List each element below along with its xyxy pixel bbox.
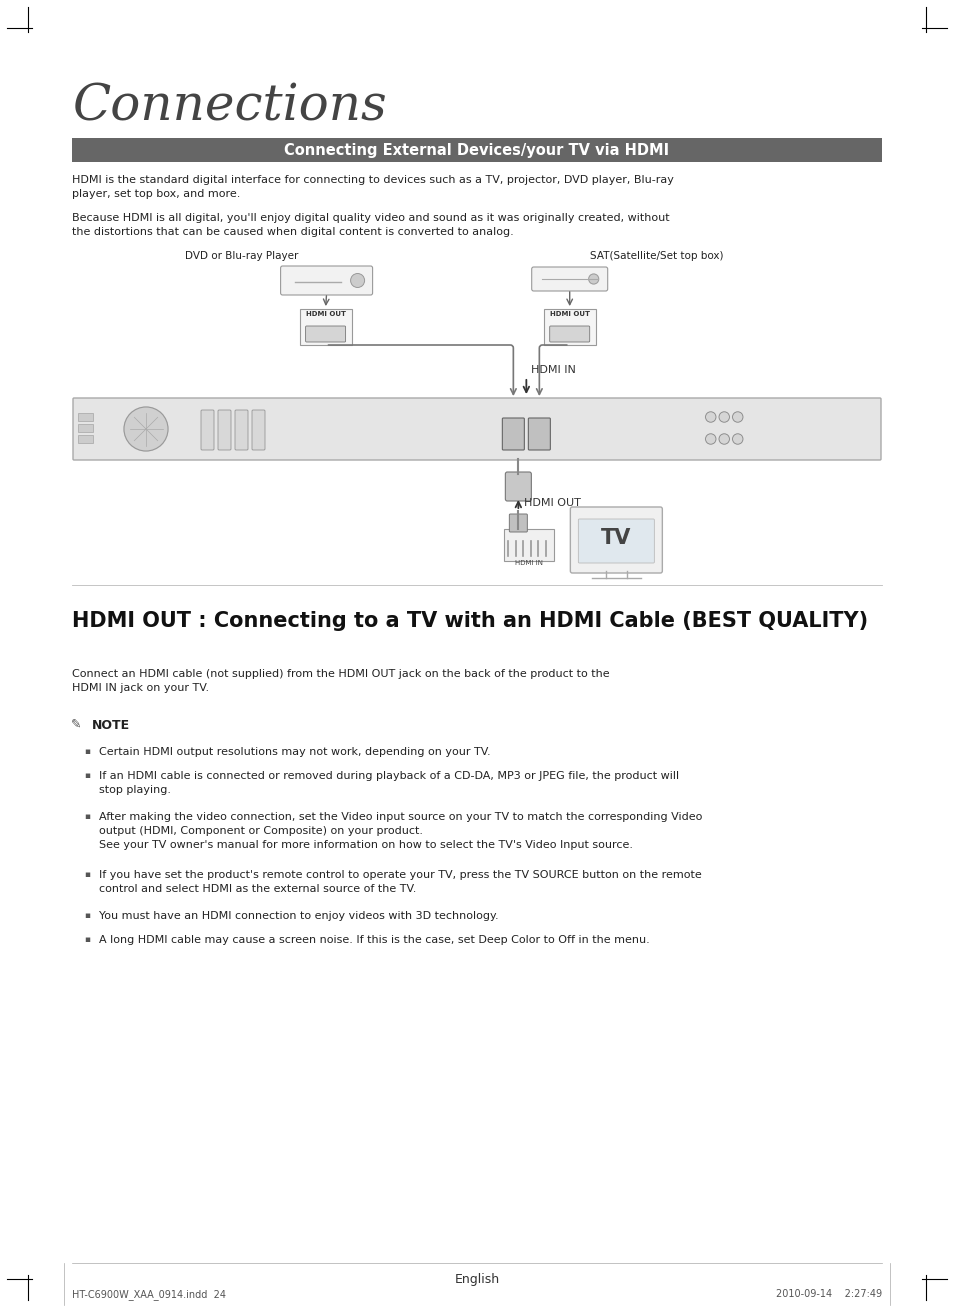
FancyBboxPatch shape [201,410,213,450]
Text: Connect an HDMI cable (not supplied) from the HDMI OUT jack on the back of the p: Connect an HDMI cable (not supplied) fro… [71,669,609,693]
Circle shape [705,434,715,444]
Text: ▪: ▪ [84,870,90,880]
Text: HDMI OUT: HDMI OUT [549,311,589,318]
Text: Connecting External Devices/your TV via HDMI: Connecting External Devices/your TV via … [284,142,669,158]
Bar [299,308,352,345]
Circle shape [719,412,729,422]
Text: HDMI IN: HDMI IN [515,559,543,566]
FancyBboxPatch shape [218,410,231,450]
Text: SAT(Satellite/Set top box): SAT(Satellite/Set top box) [590,251,723,261]
Text: Because HDMI is all digital, you'll enjoy digital quality video and sound as it : Because HDMI is all digital, you'll enjo… [71,213,669,237]
Bar [78,435,92,443]
Text: ▪: ▪ [84,748,90,755]
Text: Connections: Connections [71,82,386,132]
FancyBboxPatch shape [305,325,345,342]
Bar [71,139,882,162]
Circle shape [705,412,715,422]
Text: ✎: ✎ [71,718,81,731]
FancyBboxPatch shape [549,325,589,342]
FancyBboxPatch shape [505,472,531,501]
Circle shape [588,274,598,284]
Text: ▪: ▪ [84,911,90,920]
FancyBboxPatch shape [502,418,524,450]
Circle shape [124,406,168,451]
Text: English: English [454,1273,499,1286]
Bar [78,423,92,433]
FancyBboxPatch shape [73,399,880,460]
Circle shape [732,412,742,422]
Circle shape [351,273,364,288]
Text: HDMI IN: HDMI IN [531,365,576,375]
Text: If you have set the product's remote control to operate your TV, press the TV SO: If you have set the product's remote con… [99,870,701,894]
FancyBboxPatch shape [570,507,661,572]
Text: DVD or Blu-ray Player: DVD or Blu-ray Player [185,251,298,261]
Circle shape [732,434,742,444]
FancyBboxPatch shape [509,514,527,532]
Text: After making the video connection, set the Video input source on your TV to matc: After making the video connection, set t… [99,812,701,850]
Text: NOTE: NOTE [91,719,130,732]
Text: If an HDMI cable is connected or removed during playback of a CD-DA, MP3 or JPEG: If an HDMI cable is connected or removed… [99,771,679,795]
Text: HDMI OUT: HDMI OUT [524,498,580,508]
Bar [543,308,595,345]
Text: 2010-09-14    2:27:49: 2010-09-14 2:27:49 [775,1289,882,1299]
Bar [78,413,92,421]
Bar [504,529,554,561]
FancyBboxPatch shape [234,410,248,450]
FancyBboxPatch shape [280,267,373,295]
Text: HDMI is the standard digital interface for connecting to devices such as a TV, p: HDMI is the standard digital interface f… [71,175,673,199]
Text: Certain HDMI output resolutions may not work, depending on your TV.: Certain HDMI output resolutions may not … [99,748,490,757]
FancyBboxPatch shape [531,267,607,291]
FancyBboxPatch shape [528,418,550,450]
Text: HDMI OUT : Connecting to a TV with an HDMI Cable (BEST QUALITY): HDMI OUT : Connecting to a TV with an HD… [71,610,867,631]
Text: HT-C6900W_XAA_0914.indd  24: HT-C6900W_XAA_0914.indd 24 [71,1289,226,1300]
FancyBboxPatch shape [252,410,265,450]
Circle shape [719,434,729,444]
Text: ▪: ▪ [84,771,90,779]
Text: You must have an HDMI connection to enjoy videos with 3D technology.: You must have an HDMI connection to enjo… [99,911,498,921]
FancyBboxPatch shape [578,519,654,563]
Text: ▪: ▪ [84,935,90,944]
Text: TV: TV [600,528,631,548]
Text: A long HDMI cable may cause a screen noise. If this is the case, set Deep Color : A long HDMI cable may cause a screen noi… [99,935,649,945]
Text: ▪: ▪ [84,812,90,821]
Text: HDMI OUT: HDMI OUT [305,311,345,318]
